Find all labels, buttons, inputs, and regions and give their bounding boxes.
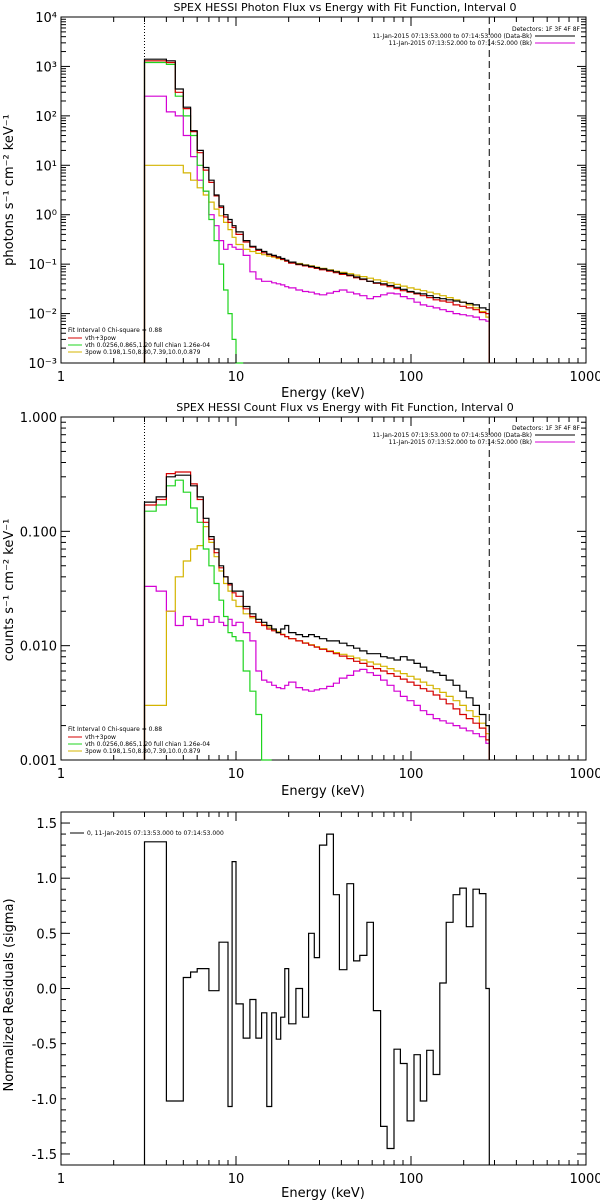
- x-tick-label: 100: [399, 767, 424, 782]
- series-layer: [143, 17, 490, 364]
- series-vth: [143, 479, 272, 761]
- y-tick-label: 0.001: [20, 754, 57, 769]
- y-tick-label: 0.100: [20, 525, 57, 540]
- y-tick-label: 1.5: [36, 817, 57, 832]
- y-tick-label: -1.0: [32, 1093, 57, 1108]
- y-tick-label: 10¹: [35, 159, 57, 174]
- y-tick-label: 10³: [35, 60, 57, 75]
- y-tick-label: 10⁴: [35, 11, 57, 26]
- y-axis-label: photons s⁻¹ cm⁻² keV⁻¹: [2, 114, 17, 266]
- legend-vth: vth 0.0256,0.865,1.20 full chian 1.26e-0…: [85, 342, 210, 349]
- legend-fit-interval: Fit Interval 0 Chi-square = 0.88: [68, 327, 162, 334]
- chart-title: SPEX HESSI Count Flux vs Energy with Fit…: [176, 401, 513, 414]
- series-bk: [143, 585, 490, 760]
- chart-title: SPEX HESSI Photon Flux vs Energy with Fi…: [173, 1, 516, 14]
- legend-vth: vth 0.0256,0.865,1.20 full chian 1.26e-0…: [85, 741, 210, 748]
- x-tick-label: 100: [399, 370, 424, 385]
- y-axis-label: counts s⁻¹ cm⁻² keV⁻¹: [2, 519, 17, 662]
- y-tick-label: 1.000: [20, 411, 57, 426]
- x-tick-label: 1000: [569, 370, 600, 385]
- legend-vth-3pow: vth+3pow: [85, 734, 116, 741]
- legend-interval: 0, 11-Jan-2015 07:13:53.000 to 07:14:53.…: [87, 830, 224, 837]
- x-tick-label: 10: [228, 767, 245, 782]
- x-tick-label: 1: [57, 767, 65, 782]
- legend-left: 0, 11-Jan-2015 07:13:53.000 to 07:14:53.…: [70, 830, 224, 837]
- legend-left: Fit Interval 0 Chi-square = 0.88 vth+3po…: [68, 327, 210, 356]
- series-bk: [143, 95, 490, 363]
- x-tick-label: 100: [399, 1172, 424, 1187]
- series-layer: [143, 417, 490, 761]
- plot-frame: [60, 416, 587, 761]
- y-tick-label: 10⁻¹: [28, 258, 57, 273]
- legend-detectors: Detectors: 1F 3F 4F 8F: [512, 425, 581, 432]
- x-tick-label: 1: [57, 370, 65, 385]
- legend-right: Detectors: 1F 3F 4F 8F 11-Jan-2015 07:13…: [372, 26, 580, 47]
- y-tick-label: 10⁻³: [28, 357, 57, 372]
- y-tick-label: -1.5: [32, 1148, 57, 1163]
- x-axis-label: Energy (keV): [281, 386, 365, 401]
- y-tick-label: 0.0: [36, 983, 57, 998]
- legend-left: Fit Interval 0 Chi-square = 0.88 vth+3po…: [68, 726, 210, 755]
- x-tick-label: 1000: [569, 1172, 600, 1187]
- y-tick-label: 1.0: [36, 872, 57, 887]
- x-tick-label: 10: [228, 1172, 245, 1187]
- series-total: [143, 833, 490, 1165]
- photon-flux-chart: SPEX HESSI Photon Flux vs Energy with Fi…: [2, 1, 600, 401]
- series-total: [143, 58, 490, 363]
- y-tick-label: 10⁰: [35, 209, 57, 224]
- legend-right: Detectors: 1F 3F 4F 8F 11-Jan-2015 07:13…: [372, 425, 580, 446]
- legend-fit-interval: Fit Interval 0 Chi-square = 0.88: [68, 726, 162, 733]
- legend-data-bk: 11-Jan-2015 07:13:53.000 to 07:14:53.000…: [372, 432, 532, 439]
- legend-3pow: 3pow 0.198,1.50,8.80,7.39,10.0,0.879: [85, 349, 201, 356]
- series-fit: [143, 471, 490, 760]
- plot-frame: [60, 16, 587, 364]
- x-axis-label: Energy (keV): [281, 1186, 365, 1200]
- series-layer: [143, 833, 490, 1165]
- y-tick-label: 0.010: [20, 640, 57, 655]
- series-fit: [143, 60, 490, 363]
- series-total: [143, 474, 490, 760]
- y-tick-label: -0.5: [32, 1038, 57, 1053]
- x-tick-label: 10: [228, 370, 245, 385]
- series-pow: [143, 164, 490, 363]
- legend-vth-3pow: vth+3pow: [85, 335, 116, 342]
- legend-bk: 11-Jan-2015 07:13:52.000 to 07:14:52.000…: [389, 439, 532, 446]
- legend-3pow: 3pow 0.198,1.50,8.80,7.39,10.0,0.879: [85, 748, 201, 755]
- legend-bk: 11-Jan-2015 07:13:52.000 to 07:14:52.000…: [389, 40, 532, 47]
- y-tick-label: 10²: [35, 110, 57, 125]
- y-axis-label: Normalized Residuals (sigma): [2, 898, 17, 1091]
- x-tick-label: 1000: [569, 767, 600, 782]
- series-pow: [143, 526, 490, 760]
- legend-detectors: Detectors: 1F 3F 4F 8F: [512, 26, 581, 33]
- series-vth: [143, 61, 244, 364]
- residuals-chart: 0, 11-Jan-2015 07:13:53.000 to 07:14:53.…: [2, 811, 600, 1200]
- y-tick-label: 0.5: [36, 927, 57, 942]
- legend-data-bk: 11-Jan-2015 07:13:53.000 to 07:14:53.000…: [372, 33, 532, 40]
- x-tick-label: 1: [57, 1172, 65, 1187]
- count-flux-chart: SPEX HESSI Count Flux vs Energy with Fit…: [2, 401, 600, 799]
- y-tick-label: 10⁻²: [28, 308, 57, 323]
- x-axis-label: Energy (keV): [281, 784, 365, 799]
- plot-frame: [60, 811, 587, 1166]
